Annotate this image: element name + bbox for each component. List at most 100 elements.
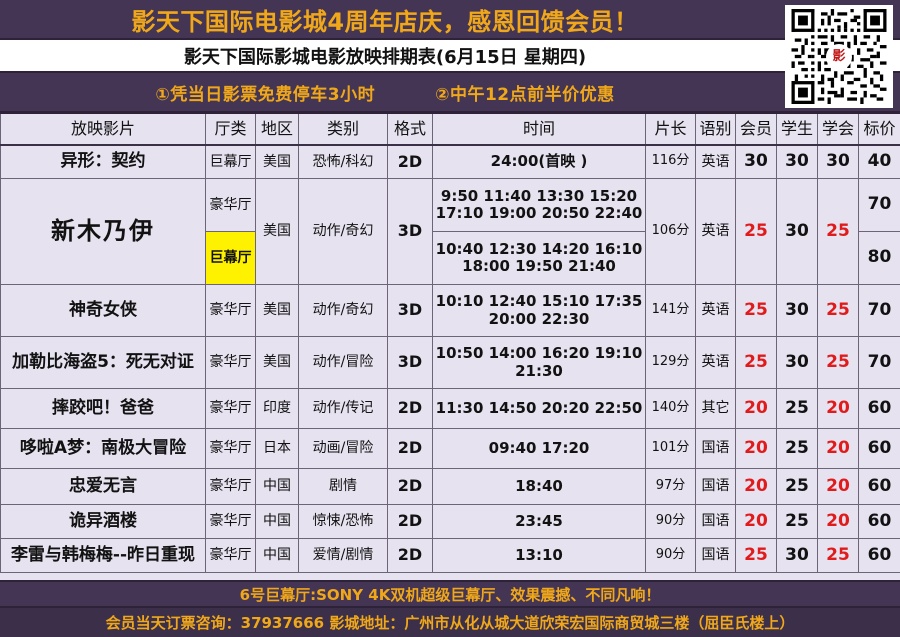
- cell-film: 哆啦A梦：南极大冒险: [0, 428, 206, 469]
- cell-area: 美国: [255, 336, 299, 389]
- cell-length: 129分: [645, 336, 696, 389]
- cell-association-price: 20: [817, 504, 859, 539]
- cell-format: 2D: [387, 538, 433, 573]
- cell-hall: 豪华厅: [205, 468, 256, 505]
- cell-member-price: 25: [735, 178, 777, 285]
- promo-item-halfprice: ②中午12点前半价优惠: [435, 84, 615, 105]
- cell-film: 李雷与韩梅梅--昨日重现: [0, 538, 206, 573]
- cell-member-price: 20: [735, 428, 777, 469]
- col-header-film: 放映影片: [0, 111, 206, 146]
- cell-genre: 动作/冒险: [298, 336, 388, 389]
- col-header-time: 时间: [432, 111, 646, 146]
- cell-format: 2D: [387, 144, 433, 179]
- cell-film: 新木乃伊: [0, 178, 206, 285]
- cell-list-price: 60: [858, 428, 900, 469]
- cell-language: 其它: [695, 388, 736, 429]
- qr-center-logo: 影: [826, 43, 852, 70]
- cell-area: 美国: [255, 178, 299, 285]
- cell-genre: 惊悚/恐怖: [298, 504, 388, 539]
- col-header-area: 地区: [255, 111, 299, 146]
- cell-hall: 豪华厅: [205, 538, 256, 573]
- cell-list-price: 60: [858, 538, 900, 573]
- cell-format: 3D: [387, 336, 433, 389]
- poster-title: 影天下国际电影城4周年店庆，感恩回馈会员！: [0, 0, 900, 38]
- cell-film: 诡异酒楼: [0, 504, 206, 539]
- poster-header: 影天下国际电影城4周年店庆，感恩回馈会员！ 影天下国际影城电影放映排期表(6月1…: [0, 0, 900, 111]
- cell-genre: 动作/传记: [298, 388, 388, 429]
- cell-list-price: 60: [858, 504, 900, 539]
- col-header-association: 学会: [817, 111, 859, 146]
- cell-time: 10:40 12:30 14:20 16:10 18:00 19:50 21:4…: [432, 231, 646, 285]
- cell-student-price: 30: [776, 336, 818, 389]
- cell-area: 中国: [255, 468, 299, 505]
- cell-area: 美国: [255, 144, 299, 179]
- cell-association-price: 25: [817, 336, 859, 389]
- cell-length: 140分: [645, 388, 696, 429]
- table-header-row: 放映影片 厅类 地区 类别 格式 时间 片长 语别 会员 学生 学会 标价: [0, 111, 900, 146]
- cell-language: 英语: [695, 284, 736, 337]
- cell-association-price: 25: [817, 284, 859, 337]
- poster-footer: 6号巨幕厅:SONY 4K双机超级巨幕厅、效果震撼、不同凡响！ 会员当天订票咨询…: [0, 580, 900, 637]
- cell-list-price: 40: [858, 144, 900, 179]
- cell-member-price: 25: [735, 538, 777, 573]
- cell-hall: 豪华厅: [205, 388, 256, 429]
- cell-association-price: 20: [817, 428, 859, 469]
- table-row[interactable]: 神奇女侠 豪华厅 美国 动作/奇幻 3D 10:10 12:40 15:10 1…: [0, 284, 900, 337]
- cell-language: 国语: [695, 504, 736, 539]
- cell-genre: 爱情/剧情: [298, 538, 388, 573]
- col-header-language: 语别: [695, 111, 736, 146]
- footer-contact-info: 会员当天订票咨询：37937666 影城地址：广州市从化从城大道欣荣宏国际商贸城…: [0, 606, 900, 637]
- col-header-student: 学生: [776, 111, 818, 146]
- promo-item-parking: ①凭当日影票免费停车3小时: [155, 84, 376, 105]
- table-row[interactable]: 诡异酒楼 豪华厅 中国 惊悚/恐怖 2D 23:45 90分 国语 20 25 …: [0, 504, 900, 539]
- cell-list-price: 60: [858, 468, 900, 505]
- cell-time: 24:00(首映 ): [432, 144, 646, 179]
- cell-length: 101分: [645, 428, 696, 469]
- cell-list-price: 80: [858, 231, 900, 285]
- cell-association-price: 30: [817, 144, 859, 179]
- col-header-length: 片长: [645, 111, 696, 146]
- cell-member-price: 30: [735, 144, 777, 179]
- table-row[interactable]: 加勒比海盗5：死无对证 豪华厅 美国 动作/冒险 3D 10:50 14:00 …: [0, 336, 900, 389]
- cell-student-price: 30: [776, 284, 818, 337]
- promo-bar: ①凭当日影票免费停车3小时 ②中午12点前半价优惠: [0, 73, 900, 111]
- cell-format: 2D: [387, 428, 433, 469]
- cell-student-price: 30: [776, 144, 818, 179]
- cell-hall: 豪华厅: [205, 504, 256, 539]
- col-header-genre: 类别: [298, 111, 388, 146]
- cell-format: 3D: [387, 178, 433, 285]
- table-row[interactable]: 哆啦A梦：南极大冒险 豪华厅 日本 动画/冒险 2D 09:40 17:20 1…: [0, 428, 900, 469]
- cell-length: 141分: [645, 284, 696, 337]
- cell-genre: 剧情: [298, 468, 388, 505]
- cell-film: 忠爱无言: [0, 468, 206, 505]
- cell-language: 英语: [695, 336, 736, 389]
- table-row[interactable]: 新木乃伊 豪华厅 美国 动作/奇幻 3D 9:50 11:40 13:30 15…: [0, 178, 900, 285]
- col-header-member: 会员: [735, 111, 777, 146]
- cell-area: 中国: [255, 504, 299, 539]
- cell-time: 13:10: [432, 538, 646, 573]
- cell-hall: 豪华厅: [205, 428, 256, 469]
- cell-language: 英语: [695, 144, 736, 179]
- table-row[interactable]: 忠爱无言 豪华厅 中国 剧情 2D 18:40 97分 国语 20 25 20 …: [0, 468, 900, 505]
- cell-language: 国语: [695, 468, 736, 505]
- cell-student-price: 25: [776, 388, 818, 429]
- cell-length: 116分: [645, 144, 696, 179]
- table-row[interactable]: 摔跤吧！爸爸 豪华厅 印度 动作/传记 2D 11:30 14:50 20:20…: [0, 388, 900, 429]
- cell-list-price: 60: [858, 388, 900, 429]
- cell-association-price: 25: [817, 538, 859, 573]
- table-row[interactable]: 异形：契约 巨幕厅 美国 恐怖/科幻 2D 24:00(首映 ) 116分 英语…: [0, 144, 900, 179]
- table-row[interactable]: 李雷与韩梅梅--昨日重现 豪华厅 中国 爱情/剧情 2D 13:10 90分 国…: [0, 538, 900, 573]
- cell-format: 2D: [387, 388, 433, 429]
- qr-code[interactable]: 影: [785, 5, 893, 108]
- cell-time: 23:45: [432, 504, 646, 539]
- cell-list-price: 70: [858, 284, 900, 337]
- cell-time: 18:40: [432, 468, 646, 505]
- cell-area: 日本: [255, 428, 299, 469]
- cell-hall: 豪华厅: [205, 336, 256, 389]
- cell-language: 国语: [695, 428, 736, 469]
- cell-student-price: 30: [776, 538, 818, 573]
- cell-time: 9:50 11:40 13:30 15:20 17:10 19:00 20:50…: [432, 178, 646, 232]
- cell-student-price: 25: [776, 428, 818, 469]
- cell-hall-highlighted: 巨幕厅: [205, 231, 256, 285]
- cell-student-price: 25: [776, 468, 818, 505]
